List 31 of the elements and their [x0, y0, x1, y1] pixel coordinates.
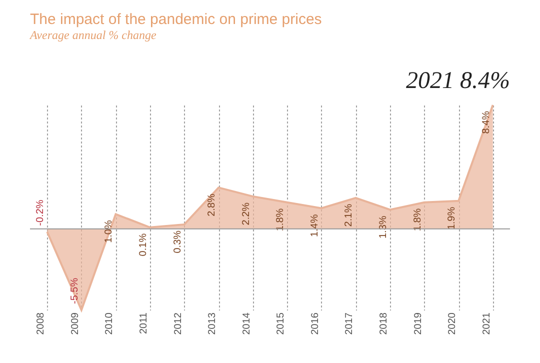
data-label: -5.5% [69, 278, 80, 304]
data-label: 2.1% [344, 204, 355, 227]
x-tick-label: 2016 [310, 312, 321, 335]
x-tick-label: 2014 [241, 312, 252, 335]
data-label: 2.8% [206, 193, 218, 216]
x-tick-label: 2021 [481, 312, 492, 335]
data-label: 1.4% [309, 214, 320, 238]
data-label: 1.0% [104, 220, 115, 243]
x-tick-label: 2012 [172, 312, 184, 335]
data-label: 1.8% [412, 208, 424, 232]
chart-title: The impact of the pandemic on prime prices [30, 11, 322, 28]
text: 2021 8.4% [406, 68, 510, 94]
data-label: 1.8% [275, 208, 286, 232]
data-label: 2.2% [240, 202, 252, 226]
x-tick-label: 2010 [104, 312, 116, 335]
x-tick-label: 2008 [36, 312, 47, 335]
x-tick-label: 2009 [70, 312, 81, 335]
x-tick-label: 2018 [378, 312, 390, 335]
data-label: 8.4% [480, 110, 492, 134]
data-label: 1.9% [446, 206, 458, 230]
x-tick-label: 2013 [207, 312, 218, 335]
x-tick-label: 2019 [412, 312, 424, 335]
data-label: -0.2% [35, 200, 46, 226]
x-tick-label: 2017 [344, 312, 356, 335]
x-tick-label: 2020 [447, 312, 458, 335]
data-label: 0.3% [172, 230, 184, 254]
data-label: 0.1% [138, 233, 149, 256]
data-label: 1.3% [378, 216, 389, 239]
x-tick-label: 2011 [138, 312, 150, 334]
x-tick-label: 2015 [276, 312, 287, 335]
chart-subtitle: Average annual % change [29, 28, 157, 42]
